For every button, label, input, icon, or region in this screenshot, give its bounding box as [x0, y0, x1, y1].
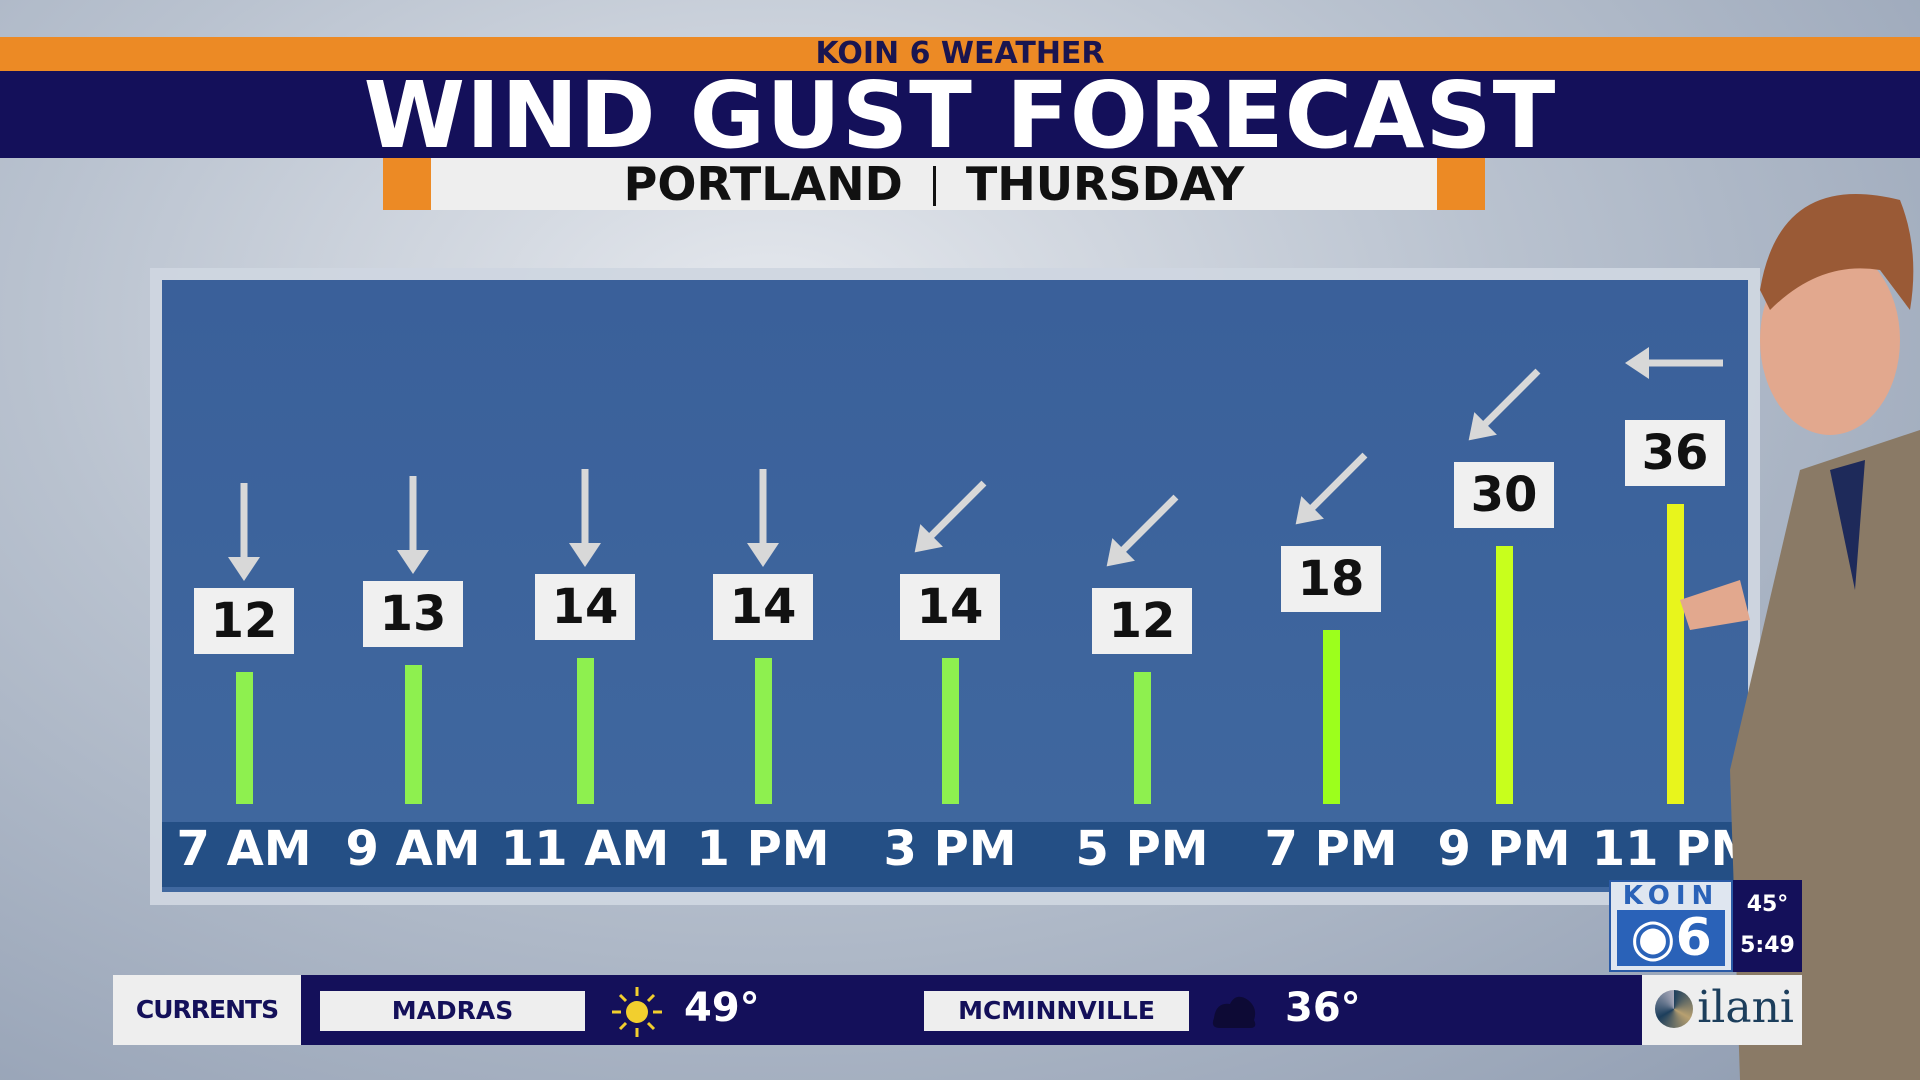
gust-value-label: 14	[900, 574, 1000, 640]
wind-direction-arrow-icon	[1106, 494, 1179, 567]
gust-value-label: 14	[713, 574, 813, 640]
gust-value-label: 12	[194, 588, 294, 654]
wind-direction-arrow-icon	[397, 476, 429, 574]
gust-value-label: 13	[363, 581, 463, 647]
network-banner: KOIN 6 WEATHER	[0, 37, 1920, 71]
current-temp: 45°	[1746, 892, 1789, 917]
gust-value-label: 12	[1092, 588, 1192, 654]
gust-value-label: 14	[535, 574, 635, 640]
time-axis-band	[162, 822, 1748, 887]
gust-bar	[577, 658, 594, 804]
subtitle-bar: PORTLAND THURSDAY	[383, 158, 1485, 210]
gust-bar	[1323, 630, 1340, 804]
time-label: 1 PM	[696, 821, 830, 877]
city-madras: MADRAS	[320, 991, 585, 1031]
wind-direction-arrow-icon	[747, 469, 779, 567]
time-label: 9 PM	[1437, 821, 1571, 877]
time-label: 7 AM	[176, 821, 312, 877]
time-label: 3 PM	[883, 821, 1017, 877]
gust-bar	[755, 658, 772, 804]
currents-label: CURRENTS	[113, 975, 301, 1045]
gust-bar	[942, 658, 959, 804]
ilani-sponsor-logo: ilani	[1642, 975, 1802, 1045]
gust-bar	[1134, 672, 1151, 804]
wind-direction-arrow-icon	[1625, 347, 1723, 379]
wind-direction-arrow-icon	[914, 480, 987, 553]
wind-direction-arrow-icon	[1295, 452, 1368, 525]
page-title: WIND GUST FORECAST	[0, 70, 1920, 162]
madras-temp: 49°	[684, 985, 760, 1031]
gust-value-label: 30	[1454, 462, 1554, 528]
wind-direction-arrow-icon	[228, 483, 260, 581]
gust-value-label: 18	[1281, 546, 1381, 612]
time-label: 9 AM	[345, 821, 481, 877]
gust-bar	[1496, 546, 1513, 804]
cloud-night-icon	[1212, 996, 1256, 1028]
city-mcminnville: MCMINNVILLE	[924, 991, 1189, 1031]
time-label: 11 AM	[500, 821, 670, 877]
mcminnville-temp: 36°	[1285, 985, 1361, 1031]
gust-bar	[236, 672, 253, 804]
divider	[932, 166, 936, 206]
time-label: 7 PM	[1264, 821, 1398, 877]
gust-bar	[405, 665, 422, 804]
clock-time: 5:49	[1740, 933, 1795, 958]
koin-6-logo: KOIN ◉6	[1609, 880, 1733, 972]
gust-bar	[1667, 504, 1684, 804]
gust-value-label: 36	[1625, 420, 1725, 486]
bug-info: 45° 5:49	[1733, 880, 1802, 972]
sun-icon	[612, 987, 662, 1037]
wind-direction-arrow-icon	[569, 469, 601, 567]
location-label: PORTLAND	[623, 157, 903, 211]
wind-direction-arrow-icon	[1468, 368, 1541, 441]
day-label: THURSDAY	[965, 157, 1245, 211]
time-label: 11 PM	[1591, 821, 1759, 877]
sponsor-name: ilani	[1697, 982, 1794, 1033]
time-label: 5 PM	[1075, 821, 1209, 877]
